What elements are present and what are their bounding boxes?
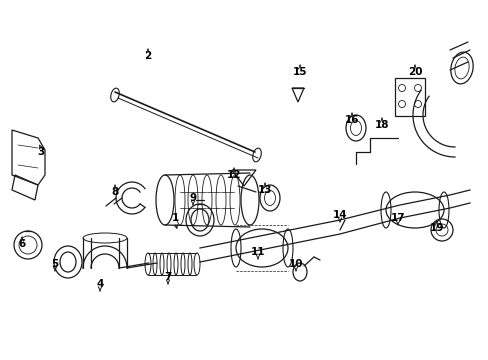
Text: 9: 9 bbox=[189, 193, 196, 203]
Text: 15: 15 bbox=[292, 67, 306, 77]
Text: 3: 3 bbox=[37, 147, 44, 157]
Text: 13: 13 bbox=[257, 185, 272, 195]
Text: 1: 1 bbox=[171, 213, 178, 223]
Text: 19: 19 bbox=[429, 223, 443, 233]
Text: 7: 7 bbox=[164, 272, 171, 282]
Text: 6: 6 bbox=[19, 239, 25, 249]
Text: 12: 12 bbox=[226, 170, 241, 180]
Text: 16: 16 bbox=[344, 115, 359, 125]
Text: 8: 8 bbox=[111, 187, 119, 197]
Text: 20: 20 bbox=[407, 67, 421, 77]
Text: 2: 2 bbox=[144, 51, 151, 61]
Text: 10: 10 bbox=[288, 259, 303, 269]
Text: 4: 4 bbox=[96, 279, 103, 289]
Text: 17: 17 bbox=[390, 213, 405, 223]
Text: 18: 18 bbox=[374, 120, 388, 130]
Text: 14: 14 bbox=[332, 210, 346, 220]
Text: 11: 11 bbox=[250, 247, 264, 257]
Text: 5: 5 bbox=[51, 259, 59, 269]
